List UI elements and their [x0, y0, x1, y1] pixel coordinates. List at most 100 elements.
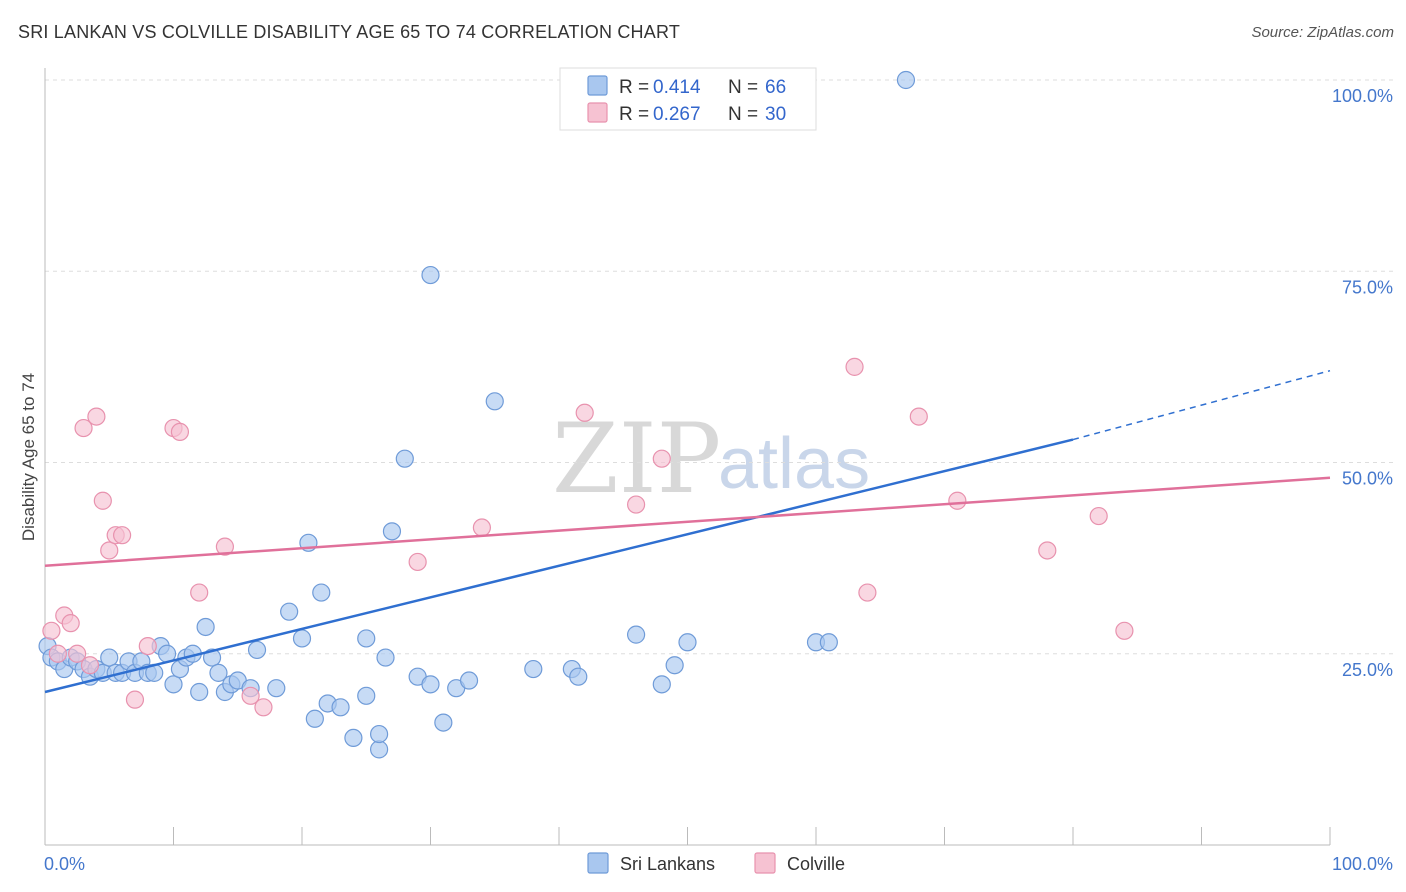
- trend-line-colville: [44, 476, 1331, 568]
- point-colville: [100, 541, 119, 560]
- point-colville: [215, 537, 234, 556]
- trend-lines: [44, 369, 1331, 694]
- point-colville: [626, 495, 646, 514]
- point-sri-lankans: [626, 625, 646, 644]
- point-colville: [48, 644, 67, 663]
- bottom-legend-label-sri-lankans: Sri Lankans: [620, 854, 715, 874]
- y-tick-labels: 25.0% 50.0% 75.0% 100.0%: [1332, 86, 1393, 680]
- x-tick-label-min: 0.0%: [44, 854, 85, 874]
- point-sri-lankans: [370, 724, 389, 744]
- chart-source: Source: ZipAtlas.com: [1251, 24, 1394, 41]
- point-colville: [190, 583, 209, 602]
- point-colville: [845, 357, 864, 376]
- y-tick-label-25: 25.0%: [1342, 660, 1393, 680]
- legend-r-label-colville: R =: [619, 104, 649, 125]
- point-sri-lankans: [896, 70, 916, 90]
- point-colville: [125, 690, 145, 709]
- point-colville: [408, 552, 427, 572]
- trend-line-sri-lankans: [44, 438, 1074, 694]
- legend-n-label-sri-lankans: N =: [728, 77, 758, 98]
- grid: [45, 79, 1393, 655]
- point-colville: [241, 686, 260, 705]
- legend-n-value-sri-lankans: 66: [765, 77, 786, 98]
- point-sri-lankans: [357, 686, 376, 705]
- point-colville: [1115, 621, 1134, 640]
- point-sri-lankans: [164, 675, 183, 694]
- point-sri-lankans: [665, 656, 684, 675]
- point-sri-lankans: [305, 709, 324, 728]
- point-sri-lankans: [395, 449, 414, 468]
- point-sri-lankans: [247, 640, 267, 660]
- point-colville: [170, 422, 190, 441]
- point-colville: [575, 403, 594, 422]
- point-sri-lankans: [485, 392, 504, 411]
- chart-title: SRI LANKAN VS COLVILLE DISABILITY AGE 65…: [18, 22, 681, 42]
- trend-line-sri-lankans-extension: [1072, 369, 1331, 441]
- point-sri-lankans: [524, 659, 543, 679]
- point-sri-lankans: [196, 617, 215, 637]
- point-sri-lankans: [382, 522, 402, 541]
- point-colville: [1038, 541, 1057, 560]
- point-colville: [1089, 506, 1108, 526]
- legend-r-value-colville: 0.267: [653, 104, 701, 125]
- bottom-legend-swatch-colville: [754, 852, 776, 874]
- point-sri-lankans: [459, 671, 479, 690]
- point-sri-lankans: [267, 679, 286, 698]
- series-sri-lankans: [38, 70, 916, 759]
- point-sri-lankans: [819, 633, 838, 652]
- point-sri-lankans: [100, 648, 119, 667]
- point-sri-lankans: [344, 728, 363, 748]
- point-colville: [80, 656, 100, 675]
- y-tick-label-75: 75.0%: [1342, 277, 1393, 297]
- y-tick-label-100: 100.0%: [1332, 86, 1393, 106]
- y-tick-label-50: 50.0%: [1342, 469, 1393, 489]
- point-sri-lankans: [357, 629, 376, 648]
- point-sri-lankans: [652, 675, 671, 694]
- point-sri-lankans: [678, 633, 697, 652]
- point-colville: [68, 644, 87, 663]
- point-sri-lankans: [331, 698, 350, 717]
- series-colville: [42, 357, 1134, 717]
- point-colville: [138, 636, 157, 656]
- point-sri-lankans: [569, 667, 588, 686]
- watermark-atlas: atlas: [718, 424, 870, 504]
- legend-r-label-sri-lankans: R =: [619, 77, 649, 98]
- bottom-legend-swatch-sri-lankans: [587, 852, 609, 874]
- watermark: ZIP atlas: [552, 403, 870, 515]
- x-ticks: [44, 827, 1331, 845]
- legend-swatch-sri-lankans: [587, 75, 608, 96]
- point-sri-lankans: [312, 583, 331, 602]
- point-colville: [652, 449, 671, 468]
- point-sri-lankans: [209, 663, 228, 682]
- bottom-legend: Sri Lankans Colville: [587, 852, 845, 874]
- point-colville: [909, 407, 928, 426]
- legend: R = 0.414 N = 66 R = 0.267 N = 30: [559, 67, 817, 131]
- point-sri-lankans: [292, 629, 312, 648]
- x-tick-label-max: 100.0%: [1332, 854, 1393, 874]
- point-colville: [42, 621, 61, 640]
- point-colville: [74, 418, 93, 438]
- point-sri-lankans: [280, 602, 299, 621]
- point-colville: [112, 526, 132, 545]
- legend-swatch-colville: [587, 102, 608, 123]
- point-colville: [61, 614, 80, 633]
- point-sri-lankans: [370, 740, 389, 759]
- point-sri-lankans: [421, 265, 440, 285]
- point-sri-lankans: [421, 675, 440, 694]
- point-colville: [472, 518, 491, 537]
- point-sri-lankans: [190, 682, 209, 702]
- legend-n-label-colville: N =: [728, 104, 758, 125]
- point-sri-lankans: [202, 648, 222, 667]
- y-axis-title: Disability Age 65 to 74: [19, 373, 38, 541]
- legend-r-value-sri-lankans: 0.414: [653, 77, 701, 98]
- point-sri-lankans: [434, 713, 453, 732]
- point-colville: [858, 583, 877, 602]
- point-colville: [948, 491, 967, 510]
- point-colville: [93, 491, 112, 510]
- point-sri-lankans: [376, 648, 395, 667]
- point-colville: [87, 407, 106, 426]
- point-colville: [254, 698, 273, 717]
- legend-n-value-colville: 30: [765, 104, 786, 125]
- bottom-legend-label-colville: Colville: [787, 854, 845, 874]
